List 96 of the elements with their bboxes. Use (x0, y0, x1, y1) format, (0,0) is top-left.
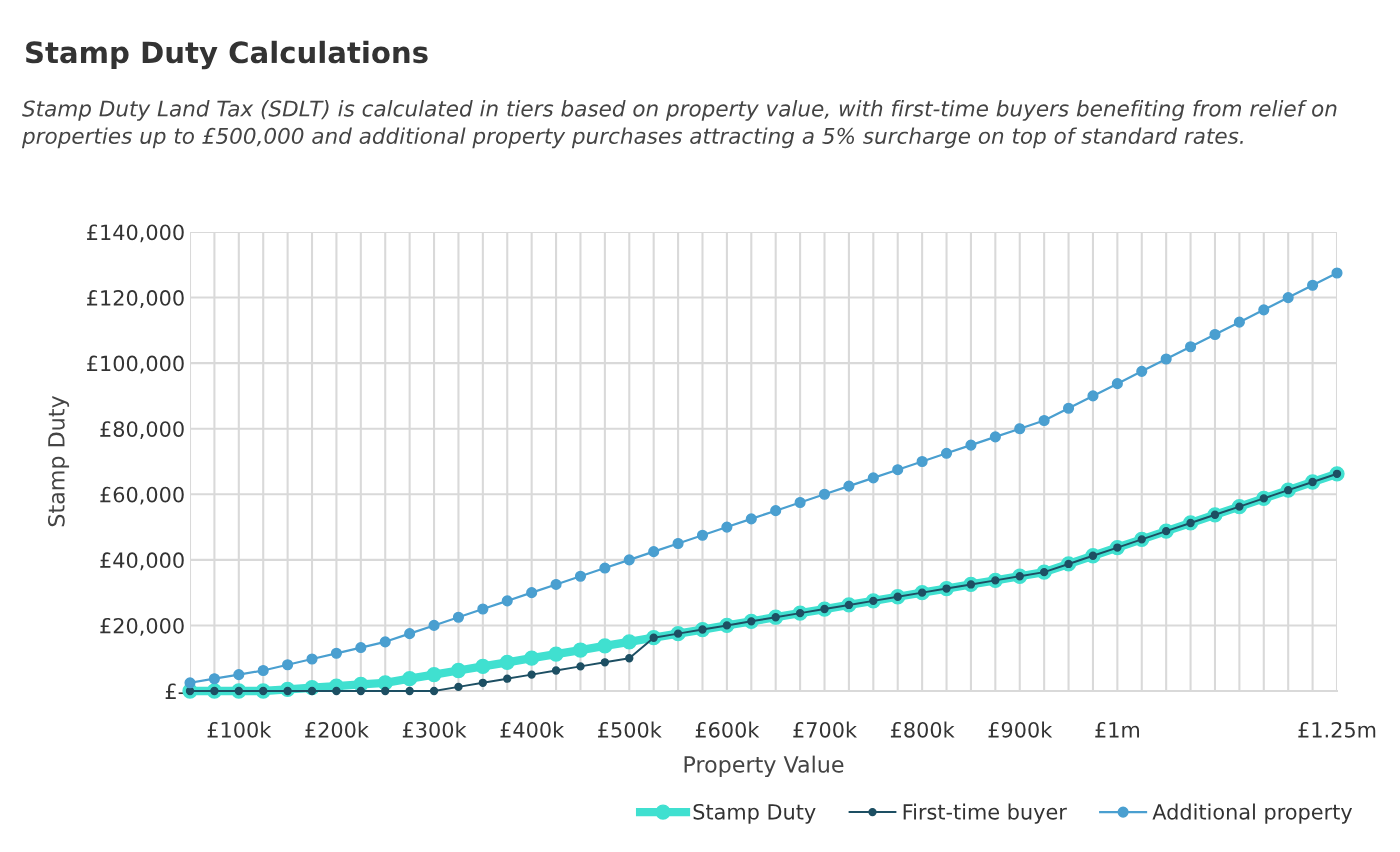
y-tick-label: £- (165, 683, 185, 699)
point (524, 650, 540, 666)
point (672, 537, 684, 550)
point (1014, 423, 1026, 435)
point (356, 686, 365, 696)
point (965, 439, 977, 451)
y-tick-label: £80,000 (100, 421, 184, 440)
point (599, 562, 611, 574)
point (574, 570, 587, 582)
x-tick-label: £700k (793, 721, 857, 738)
legend-label: First-time buyer (903, 803, 1067, 824)
point (1209, 328, 1221, 341)
point (355, 642, 367, 654)
point (477, 603, 489, 615)
point (454, 682, 463, 692)
point (282, 659, 294, 671)
y-tick-label: £60,000 (100, 486, 184, 505)
point (721, 521, 733, 533)
point (233, 669, 245, 681)
point (1282, 292, 1294, 304)
point (452, 611, 465, 623)
point (867, 472, 879, 484)
x-tick-label: £100k (207, 721, 272, 738)
x-tick-label: £200k (305, 721, 369, 738)
point (648, 546, 660, 558)
point (818, 488, 831, 500)
point (625, 654, 634, 663)
point (1258, 304, 1270, 316)
y-tick-label: £40,000 (100, 552, 184, 571)
y-tick-label: £100,000 (87, 355, 184, 374)
x-tick-label: £400k (500, 721, 565, 738)
chart-subtitle: Stamp Duty Land Tax (SDLT) is calculated in tiers based on property value, with first-time buyers benefiting from relief on properties up to £500,000 and additional property purchases attracting a 5% surcharge on top of standard rates. (21, 100, 1337, 149)
point (1038, 414, 1050, 427)
point (499, 654, 515, 670)
point (428, 619, 440, 631)
point (770, 505, 782, 517)
legend-label: Additional property (1152, 803, 1353, 824)
point (401, 671, 418, 687)
point (208, 673, 220, 685)
x-tick-label: £1.25m (1298, 721, 1376, 738)
point (794, 496, 806, 509)
x-tick-label: £1m (1095, 721, 1139, 738)
point (527, 670, 536, 679)
point (597, 638, 613, 654)
point (576, 662, 585, 671)
x-axis-title: Property Value (684, 755, 844, 778)
point (306, 653, 318, 665)
point (184, 677, 196, 689)
point (1185, 341, 1197, 353)
point (572, 642, 589, 658)
point (843, 480, 855, 492)
x-tick-label: £900k (988, 721, 1053, 738)
point (1111, 378, 1123, 390)
point (381, 686, 390, 696)
point (550, 578, 562, 591)
point (1062, 402, 1075, 414)
y-tick-label: £140,000 (87, 224, 184, 243)
x-tick-label: £600k (695, 721, 760, 738)
point (404, 628, 416, 640)
x-tick-label: £500k (598, 721, 662, 738)
point (501, 595, 513, 607)
point (1233, 316, 1245, 328)
chart-title: Stamp Duty Calculations (26, 40, 428, 70)
legend-label: Stamp Duty (693, 803, 816, 824)
point (916, 455, 928, 468)
point (1307, 279, 1319, 291)
point (429, 686, 439, 696)
point (892, 464, 904, 476)
point (940, 447, 953, 459)
point (745, 513, 757, 525)
point (257, 664, 269, 677)
point (551, 666, 561, 675)
point (548, 646, 564, 662)
point (526, 587, 538, 599)
point (405, 686, 414, 696)
point (1331, 267, 1343, 279)
point (1160, 353, 1172, 365)
point (623, 554, 635, 566)
point (1087, 390, 1099, 402)
point (989, 431, 1001, 443)
point (600, 658, 610, 667)
point (1136, 365, 1148, 377)
y-tick-label: £120,000 (87, 290, 184, 308)
point (426, 666, 442, 683)
x-tick-label: £800k (890, 721, 955, 738)
point (503, 674, 512, 683)
y-tick-label: £20,000 (100, 617, 184, 636)
point (330, 647, 342, 659)
point (475, 658, 491, 675)
x-tick-label: £300k (402, 721, 467, 738)
y-axis-title: Stamp Duty (47, 396, 70, 527)
point (379, 636, 391, 648)
point (696, 529, 709, 541)
point (621, 634, 637, 650)
point (478, 678, 488, 687)
point (450, 662, 467, 679)
